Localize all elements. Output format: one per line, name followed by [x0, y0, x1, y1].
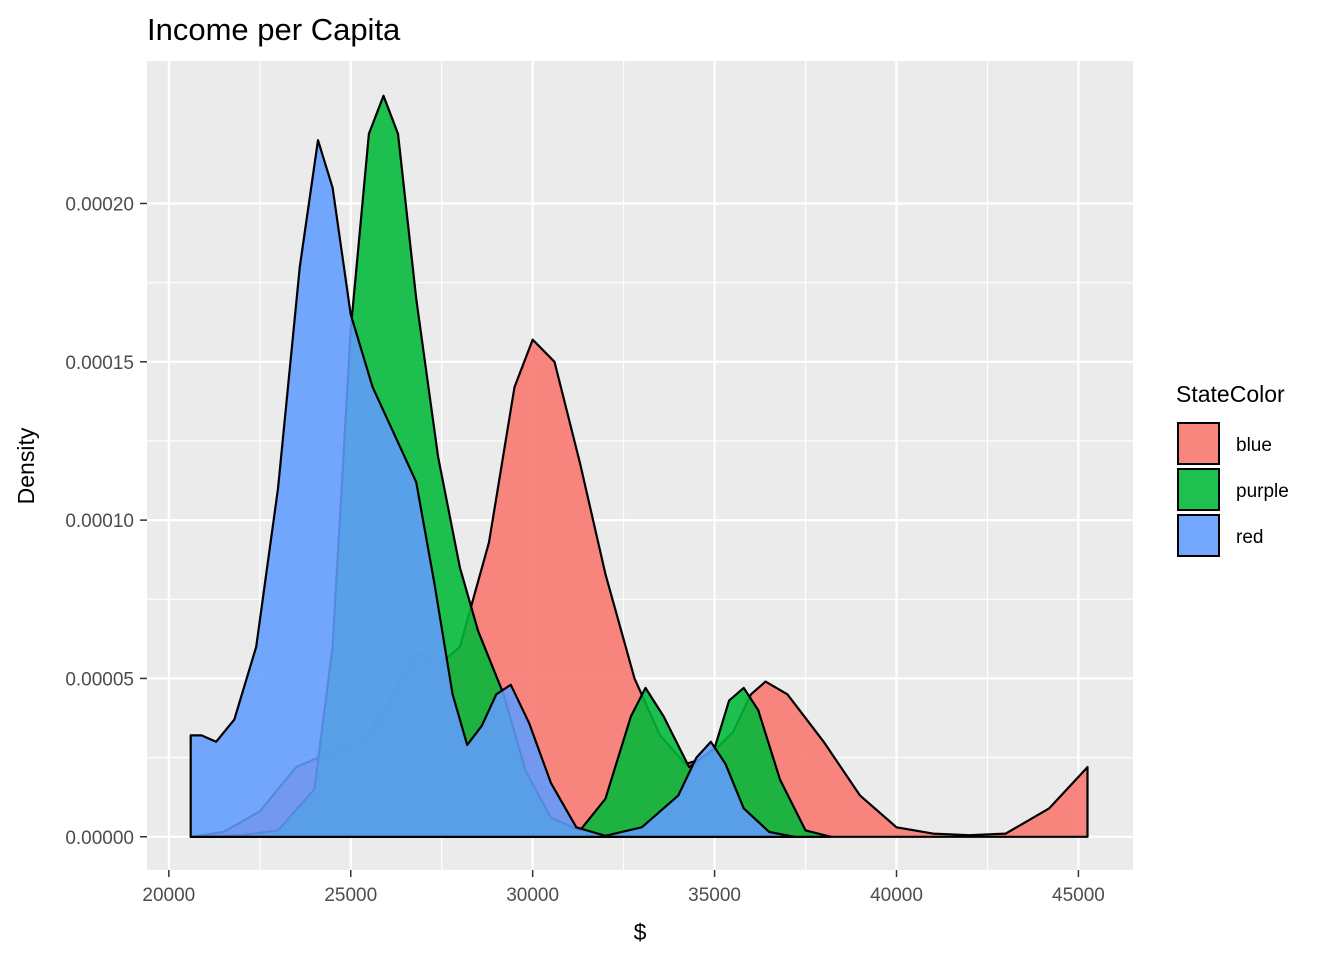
y-tick-label: 0.00020: [65, 194, 134, 215]
legend-key-blue: [1177, 422, 1220, 465]
legend-key-red: [1177, 514, 1220, 557]
chart-title: Income per Capita: [147, 12, 401, 47]
x-tick-label: 40000: [870, 885, 923, 906]
y-tick-label: 0.00015: [65, 353, 134, 374]
x-tick-label: 25000: [324, 885, 377, 906]
x-tick-label: 35000: [688, 885, 741, 906]
x-tick-label: 45000: [1052, 885, 1105, 906]
legend-key-purple: [1177, 468, 1220, 511]
density-area-red: [189, 139, 796, 838]
legend-label-purple: purple: [1236, 481, 1289, 502]
x-axis: 20000 25000 30000 35000 40000 45000: [142, 870, 1105, 906]
legend-title: StateColor: [1176, 381, 1285, 407]
y-tick-label: 0.00010: [65, 511, 134, 532]
x-tick-label: 30000: [506, 885, 559, 906]
y-axis-title: Density: [13, 427, 39, 504]
y-tick-label: 0.00000: [65, 828, 134, 849]
y-axis: 0.00000 0.00005 0.00010 0.00015 0.00020: [65, 194, 147, 849]
x-axis-title: $: [634, 919, 647, 945]
density-areas: [189, 94, 1089, 838]
legend: StateColor blue purple red: [1176, 381, 1289, 557]
legend-label-blue: blue: [1236, 435, 1272, 456]
x-tick-label: 20000: [142, 885, 195, 906]
legend-label-red: red: [1236, 527, 1263, 548]
y-tick-label: 0.00005: [65, 669, 134, 690]
